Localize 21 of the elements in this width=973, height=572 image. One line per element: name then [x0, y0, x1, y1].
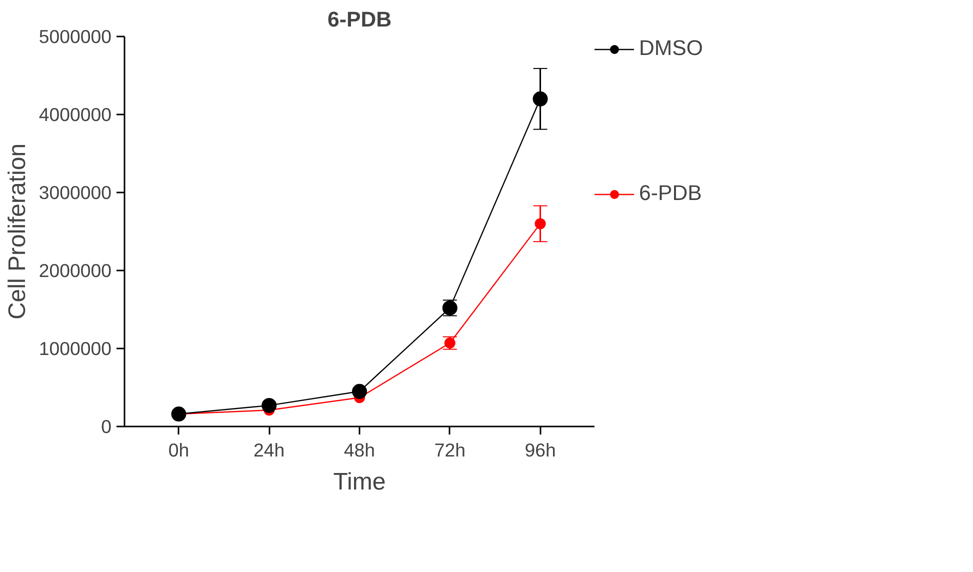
- point: [352, 384, 367, 399]
- legend-label: DMSO: [639, 36, 703, 61]
- chart-title: 6-PDB: [328, 8, 392, 32]
- point: [171, 406, 186, 422]
- x-tick-label: 96h: [524, 440, 556, 460]
- y-tick-label: 2000000: [38, 260, 112, 281]
- x-tick-label: 72h: [434, 440, 466, 460]
- x-tick-label: 0h: [168, 440, 190, 460]
- x-axis-title: Time: [333, 468, 386, 496]
- legend-label: 6-PDB: [639, 181, 702, 206]
- y-axis-title: Cell Proliferation: [4, 143, 31, 320]
- y-tick-label: 4000000: [38, 104, 112, 125]
- x-tick-label: 48h: [344, 440, 376, 460]
- x-tick-label: 24h: [254, 440, 285, 460]
- point: [262, 398, 277, 413]
- y-tick-label: 1000000: [38, 338, 112, 359]
- y-tick-label: 0: [101, 416, 112, 437]
- point: [534, 218, 546, 230]
- y-tick-label: 5000000: [38, 26, 112, 47]
- point: [532, 91, 548, 106]
- y-tick-label: 3000000: [38, 182, 112, 203]
